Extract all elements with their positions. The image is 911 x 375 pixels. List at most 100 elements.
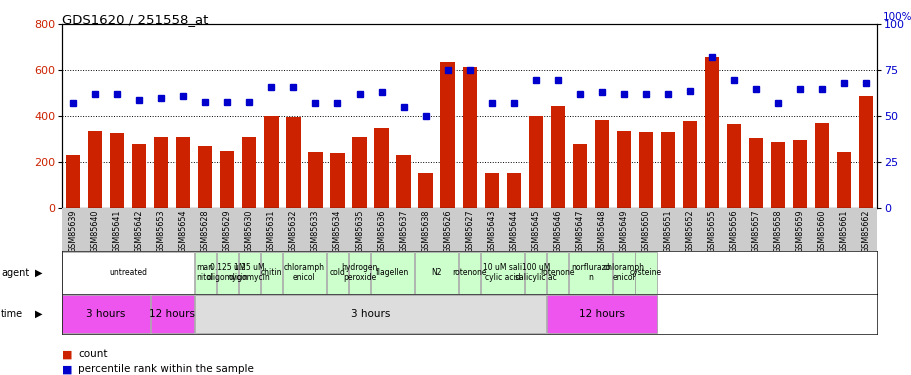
Bar: [110, 134, 124, 208]
Bar: [525, 252, 546, 294]
Text: 3 hours: 3 hours: [87, 309, 126, 319]
Bar: [352, 137, 366, 208]
Text: GSM85633: GSM85633: [311, 209, 320, 253]
Bar: [371, 252, 414, 294]
Bar: [242, 137, 256, 208]
Bar: [87, 131, 102, 208]
Text: GSM85631: GSM85631: [267, 209, 275, 253]
Text: GSM85644: GSM85644: [508, 209, 517, 253]
Text: GSM85627: GSM85627: [465, 209, 474, 253]
Bar: [66, 155, 80, 208]
Text: chloramph
enicol: chloramph enicol: [603, 264, 644, 282]
Bar: [62, 295, 149, 333]
Text: hydrogen
peroxide: hydrogen peroxide: [341, 264, 377, 282]
Text: GSM85630: GSM85630: [244, 209, 253, 253]
Text: GSM85658: GSM85658: [773, 209, 782, 253]
Bar: [528, 116, 542, 208]
Text: ■: ■: [62, 364, 73, 374]
Text: GSM85632: GSM85632: [289, 209, 298, 253]
Text: 100%: 100%: [882, 12, 911, 22]
Bar: [264, 116, 278, 208]
Bar: [132, 144, 146, 208]
Text: chitin: chitin: [261, 268, 281, 278]
Bar: [726, 124, 741, 208]
Bar: [568, 252, 612, 294]
Bar: [374, 128, 388, 208]
Text: GSM85642: GSM85642: [135, 209, 144, 253]
Text: 100 uM
salicylic ac: 100 uM salicylic ac: [515, 264, 556, 282]
Bar: [326, 252, 348, 294]
Text: agent: agent: [1, 268, 29, 278]
Text: chloramph
enicol: chloramph enicol: [283, 264, 324, 282]
Bar: [308, 152, 322, 208]
Text: GSM85654: GSM85654: [179, 209, 188, 253]
Bar: [858, 96, 873, 208]
Text: count: count: [78, 350, 107, 359]
Bar: [176, 137, 190, 208]
Text: 12 hours: 12 hours: [149, 309, 195, 319]
Text: GSM85646: GSM85646: [553, 209, 562, 253]
Text: 10 uM sali
cylic acid: 10 uM sali cylic acid: [483, 264, 522, 282]
Text: 0.125 uM
oligomycin: 0.125 uM oligomycin: [206, 264, 248, 282]
Bar: [547, 295, 656, 333]
Text: rotenone: rotenone: [452, 268, 486, 278]
Bar: [682, 121, 696, 208]
Bar: [330, 153, 344, 208]
Text: untreated: untreated: [109, 268, 147, 278]
Text: 3 hours: 3 hours: [351, 309, 390, 319]
Text: GSM85648: GSM85648: [597, 209, 606, 253]
Bar: [635, 252, 656, 294]
Text: 12 hours: 12 hours: [578, 309, 624, 319]
Bar: [349, 252, 370, 294]
Text: percentile rank within the sample: percentile rank within the sample: [78, 364, 254, 374]
Text: GSM85652: GSM85652: [685, 209, 694, 253]
Text: ▶: ▶: [35, 268, 42, 278]
Bar: [506, 172, 520, 208]
Text: GSM85628: GSM85628: [200, 209, 210, 253]
Bar: [217, 252, 238, 294]
Text: GSM85656: GSM85656: [729, 209, 738, 253]
Bar: [572, 144, 587, 208]
Text: GSM85649: GSM85649: [619, 209, 628, 253]
Text: norflurazo
n: norflurazo n: [570, 264, 609, 282]
Text: GSM85645: GSM85645: [531, 209, 539, 253]
Text: GSM85661: GSM85661: [839, 209, 848, 253]
Text: GSM85641: GSM85641: [112, 209, 121, 253]
Bar: [261, 252, 281, 294]
Text: cysteine: cysteine: [630, 268, 661, 278]
Text: N2: N2: [431, 268, 442, 278]
Text: GSM85653: GSM85653: [157, 209, 166, 253]
Text: GSM85634: GSM85634: [333, 209, 342, 253]
Text: GSM85639: GSM85639: [68, 209, 77, 253]
Bar: [613, 252, 634, 294]
Bar: [282, 252, 325, 294]
Text: 1.25 uM
oligomycin: 1.25 uM oligomycin: [228, 264, 270, 282]
Bar: [440, 62, 455, 208]
Text: GSM85635: GSM85635: [354, 209, 363, 253]
Text: GSM85651: GSM85651: [663, 209, 671, 253]
Bar: [418, 172, 433, 208]
Text: GSM85659: GSM85659: [794, 209, 804, 253]
Bar: [550, 106, 565, 208]
Bar: [484, 172, 498, 208]
Bar: [660, 132, 674, 208]
Bar: [704, 57, 719, 208]
Bar: [62, 252, 193, 294]
Bar: [770, 141, 784, 208]
Bar: [616, 131, 630, 208]
Bar: [194, 252, 216, 294]
Text: GDS1620 / 251558_at: GDS1620 / 251558_at: [62, 13, 208, 26]
Bar: [547, 252, 568, 294]
Bar: [481, 252, 524, 294]
Text: GSM85640: GSM85640: [90, 209, 99, 253]
Bar: [286, 117, 301, 208]
Text: cold: cold: [329, 268, 345, 278]
Text: GSM85662: GSM85662: [861, 209, 870, 253]
Bar: [814, 123, 828, 208]
Text: GSM85629: GSM85629: [222, 209, 231, 253]
Text: GSM85638: GSM85638: [421, 209, 430, 253]
Bar: [836, 152, 851, 208]
Text: man
nitol: man nitol: [197, 264, 213, 282]
Bar: [194, 295, 546, 333]
Bar: [748, 138, 763, 208]
